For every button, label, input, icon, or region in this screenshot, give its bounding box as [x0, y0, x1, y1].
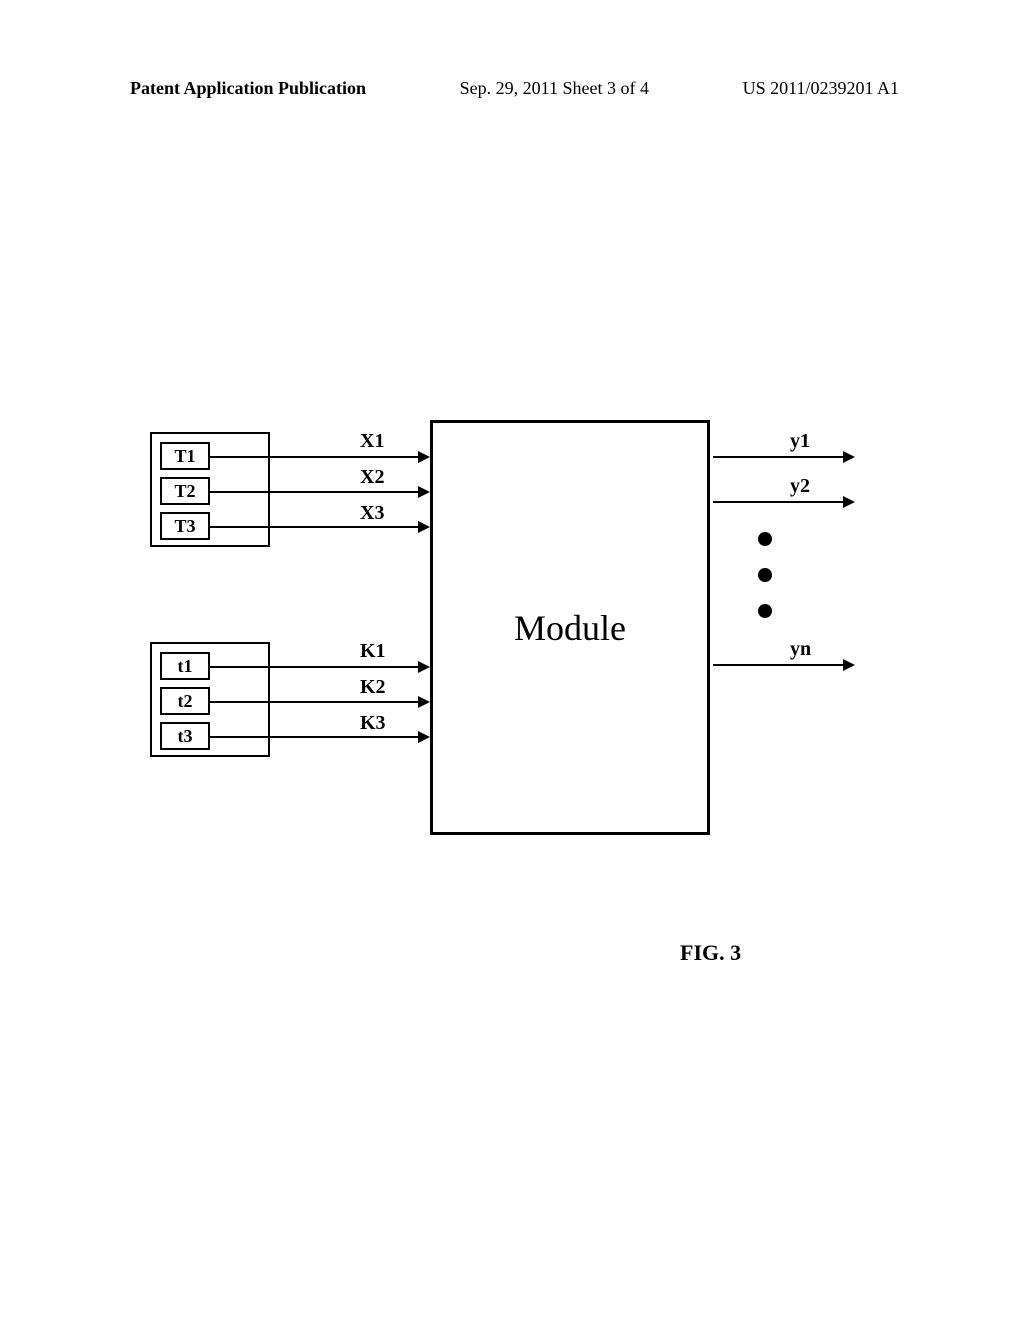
header-left: Patent Application Publication	[130, 78, 366, 99]
input-box-t2: t2	[160, 687, 210, 715]
input-box-T1: T1	[160, 442, 210, 470]
signal-K3: K3	[360, 712, 386, 735]
header: Patent Application Publication Sep. 29, …	[0, 78, 1024, 99]
header-right: US 2011/0239201 A1	[743, 78, 899, 99]
arrow-yn	[713, 664, 853, 666]
ellipsis-dot	[758, 604, 772, 618]
signal-X3: X3	[360, 502, 384, 525]
arrow-X3	[210, 526, 428, 528]
signal-X1: X1	[360, 430, 384, 453]
ellipsis-dot	[758, 568, 772, 582]
input-label-T1: T1	[174, 446, 195, 467]
signal-K2: K2	[360, 676, 386, 699]
input-label-t1: t1	[178, 656, 193, 677]
diagram: Module T1 T2 T3 X1 X2 X3 t1 t2 t3 K1 K2 …	[150, 420, 870, 850]
output-y1: y1	[790, 430, 810, 453]
signal-X2: X2	[360, 466, 384, 489]
arrow-y2	[713, 501, 853, 503]
arrow-K2	[210, 701, 428, 703]
arrow-K3	[210, 736, 428, 738]
input-label-t2: t2	[178, 691, 193, 712]
module-box: Module	[430, 420, 710, 835]
header-center: Sep. 29, 2011 Sheet 3 of 4	[460, 78, 649, 99]
figure-caption: FIG. 3	[680, 940, 741, 966]
input-box-T2: T2	[160, 477, 210, 505]
output-y2: y2	[790, 475, 810, 498]
output-yn: yn	[790, 638, 811, 661]
input-box-t1: t1	[160, 652, 210, 680]
module-label: Module	[514, 607, 626, 649]
input-label-t3: t3	[178, 726, 193, 747]
input-label-T3: T3	[174, 516, 195, 537]
arrow-X1	[210, 456, 428, 458]
arrow-y1	[713, 456, 853, 458]
arrow-K1	[210, 666, 428, 668]
input-label-T2: T2	[174, 481, 195, 502]
signal-K1: K1	[360, 640, 386, 663]
ellipsis-dot	[758, 532, 772, 546]
input-box-T3: T3	[160, 512, 210, 540]
arrow-X2	[210, 491, 428, 493]
input-box-t3: t3	[160, 722, 210, 750]
